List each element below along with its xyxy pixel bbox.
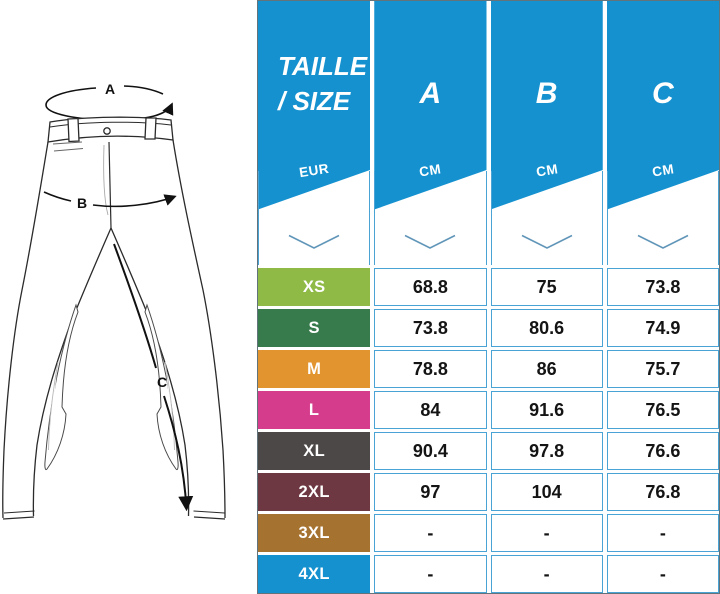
column-c-title: C: [652, 77, 674, 110]
header-a-background: [374, 1, 487, 210]
measure-c-arrow: [113, 243, 194, 512]
chevron-down-icon: [637, 234, 689, 249]
pants-drawing: A: [2, 81, 226, 520]
size-title-line2: / SIZE: [278, 86, 351, 116]
measure-b-label: B: [77, 195, 87, 211]
hem-left: [2, 516, 35, 520]
value-xs-b: 75: [490, 268, 603, 306]
chevron-down-icon: [521, 234, 572, 249]
value-2xl-b: 104: [490, 473, 603, 511]
chevron-down-icon: [288, 234, 340, 249]
header-size-background: [258, 1, 371, 210]
header-b-background: [490, 1, 603, 210]
size-title: TAILLE / SIZE: [258, 49, 370, 119]
column-b-title: B: [535, 77, 558, 110]
value-m-c: 75.7: [606, 350, 719, 388]
value-l-a: 84: [374, 391, 487, 429]
value-4xl-a: -: [374, 555, 487, 593]
hem-right: [193, 516, 226, 520]
measure-a-label: A: [105, 81, 115, 97]
value-xl-a: 90.4: [374, 432, 487, 470]
fly-seam: [103, 141, 112, 229]
header-column-b: B CM: [490, 1, 603, 265]
header-c-background: [606, 1, 719, 210]
value-l-b: 91.6: [490, 391, 603, 429]
value-s-b: 80.6: [490, 309, 603, 347]
column-a-title: A: [419, 77, 442, 110]
pants-diagram: A: [0, 0, 257, 594]
pocket-welt: [52, 141, 84, 152]
size-label-m: M: [258, 350, 371, 388]
size-label-xs: XS: [258, 268, 371, 306]
value-2xl-c: 76.8: [606, 473, 719, 511]
value-3xl-a: -: [374, 514, 487, 552]
measure-b-arrow: [43, 191, 177, 208]
value-xl-b: 97.8: [490, 432, 603, 470]
value-xs-c: 73.8: [606, 268, 719, 306]
button: [103, 127, 111, 135]
value-xs-a: 68.8: [374, 268, 487, 306]
value-s-a: 73.8: [374, 309, 487, 347]
value-4xl-b: -: [490, 555, 603, 593]
header-column-a: A CM: [374, 1, 487, 265]
size-label-xl: XL: [258, 432, 371, 470]
header-column-c: C CM: [606, 1, 719, 265]
value-3xl-b: -: [490, 514, 603, 552]
size-label-s: S: [258, 309, 371, 347]
measure-a-arrow: [45, 85, 174, 121]
value-3xl-c: -: [606, 514, 719, 552]
size-label-3xl: 3XL: [258, 514, 371, 552]
size-label-4xl: 4XL: [258, 555, 371, 593]
waistband: [47, 116, 174, 143]
size-table: TAILLE / SIZE EUR A CM B CM: [257, 0, 720, 594]
size-title-line1: TAILLE: [278, 51, 368, 81]
chevron-down-icon: [405, 234, 456, 249]
value-s-c: 74.9: [606, 309, 719, 347]
value-4xl-c: -: [606, 555, 719, 593]
knee-patches: [44, 303, 179, 471]
size-label-l: L: [258, 391, 371, 429]
belt-loop-left: [67, 117, 80, 143]
value-m-a: 78.8: [374, 350, 487, 388]
value-2xl-a: 97: [374, 473, 487, 511]
legs-outline: [2, 139, 226, 520]
value-m-b: 86: [490, 350, 603, 388]
value-xl-c: 76.6: [606, 432, 719, 470]
measure-c-label: C: [157, 374, 167, 390]
value-l-c: 76.5: [606, 391, 719, 429]
belt-loop-right: [144, 117, 157, 140]
size-label-2xl: 2XL: [258, 473, 371, 511]
header-size-column: TAILLE / SIZE EUR: [258, 1, 371, 265]
